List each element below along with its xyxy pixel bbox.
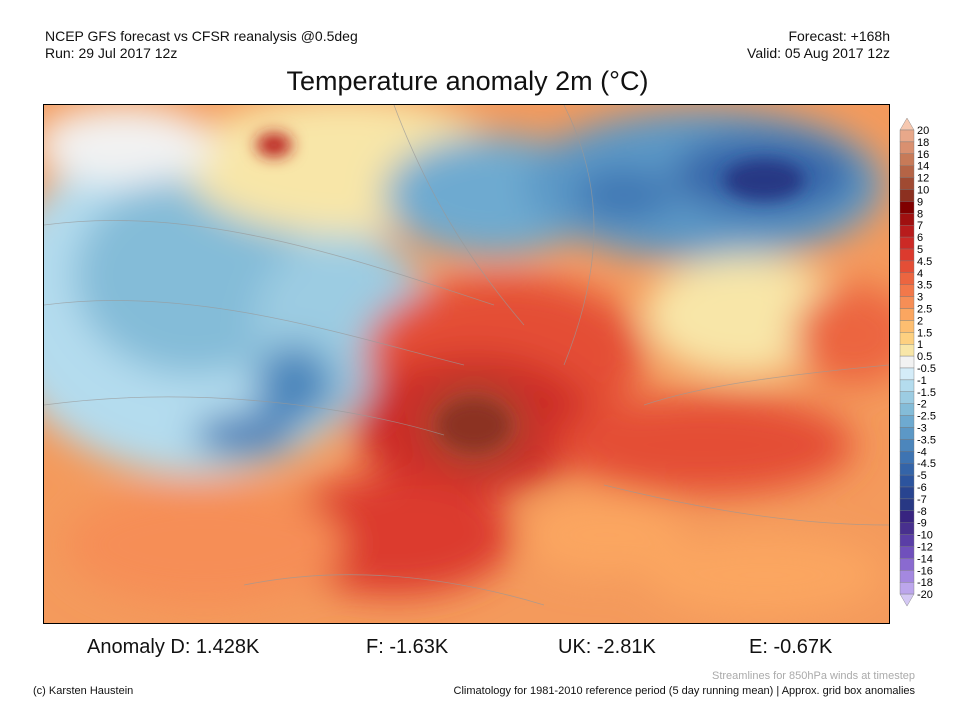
colorbar-tick-label: 4: [917, 268, 923, 280]
colorbar-segment: [899, 332, 915, 345]
colorbar-tick-label: 9: [917, 196, 923, 208]
colorbar-tick-label: -9: [917, 518, 927, 530]
colorbar-tick-label: 2: [917, 315, 923, 327]
map-title: Temperature anomaly 2m (°C): [286, 66, 649, 96]
colorbar-segment: [899, 451, 915, 464]
colorbar-segment: [899, 379, 915, 392]
colorbar-tick-label: -2.5: [917, 411, 936, 423]
model-label: NCEP GFS forecast vs CFSR reanalysis @0.…: [45, 28, 358, 44]
temperature-anomaly-map: [43, 104, 890, 624]
colorbar-tick-label: -16: [917, 565, 933, 577]
colorbar-segment: [899, 403, 915, 416]
colorbar-segment: [899, 558, 915, 571]
colorbar-segment: [899, 236, 915, 250]
colorbar-tick-label: 12: [917, 173, 929, 185]
colorbar-tick-label: 4.5: [917, 256, 932, 268]
anomaly-germany: Anomaly D: 1.428K: [87, 636, 260, 658]
colorbar-segment: [899, 427, 915, 440]
colorbar-segment: [899, 439, 915, 452]
colorbar-tick-label: 1.5: [917, 327, 932, 339]
colorbar-segment: [899, 296, 915, 309]
colorbar-segment: [899, 224, 915, 238]
colorbar-tick-label: -1: [917, 375, 927, 387]
forecast-label: Forecast: +168h: [788, 28, 890, 44]
colorbar-tick-label: -5: [917, 470, 927, 482]
colorbar-segment: [899, 498, 915, 511]
colorbar-tick-label: 20: [917, 125, 929, 137]
colorbar-tick-label: 6: [917, 232, 923, 244]
colorbar-segment: [899, 248, 915, 262]
colorbar-segment: [899, 522, 915, 535]
colorbar-tick-label: -2: [917, 399, 927, 411]
colorbar-tick-label: -20: [917, 589, 933, 601]
colorbar-tick-label: 10: [917, 185, 929, 197]
colorbar-tick-label: 3.5: [917, 280, 932, 292]
streamlines-note: Streamlines for 850hPa winds at timestep: [712, 670, 915, 682]
colorbar-tick-label: -3: [917, 423, 927, 435]
climatology-note: Climatology for 1981-2010 reference peri…: [453, 685, 915, 697]
colorbar-tick-label: 7: [917, 220, 923, 232]
colorbar-segment: [899, 391, 915, 404]
credit: (c) Karsten Haustein: [33, 685, 134, 697]
anomaly-field: [44, 105, 889, 623]
colorbar-tick-label: -3.5: [917, 434, 936, 446]
colorbar-segment: [899, 260, 915, 273]
colorbar-segment: [899, 320, 915, 333]
colorbar-tick-label: -8: [917, 506, 927, 518]
colorbar-tick-label: -7: [917, 494, 927, 506]
colorbar-segment: [899, 570, 915, 583]
colorbar-segment: [899, 308, 915, 321]
colorbar-tick-label: 1: [917, 339, 923, 351]
valid-label: Valid: 05 Aug 2017 12z: [747, 45, 890, 61]
colorbar-tick-label: -0.5: [917, 363, 936, 375]
colorbar-tick-label: -1.5: [917, 387, 936, 399]
colorbar-tick-label: -14: [917, 553, 933, 565]
colorbar-tick-label: 5: [917, 244, 923, 256]
run-label: Run: 29 Jul 2017 12z: [45, 45, 178, 61]
colorbar-tick-label: 8: [917, 208, 923, 220]
colorbar-tick-label: 2.5: [917, 304, 932, 316]
colorbar-segment: [899, 201, 915, 214]
colorbar-tick-label: 16: [917, 149, 929, 161]
colorbar-segment: [899, 463, 915, 476]
colorbar-segment: [899, 546, 915, 559]
colorbar-max-arrow: [899, 117, 915, 131]
colorbar-min-arrow: [899, 593, 915, 607]
colorbar-segment: [899, 415, 915, 428]
colorbar-segment: [899, 343, 915, 357]
colorbar-segment: [899, 582, 915, 595]
colorbar-tick-label: -18: [917, 577, 933, 589]
colorbar-tick-label: -12: [917, 542, 933, 554]
colorbar-segment: [899, 534, 915, 547]
colorbar-tick-label: -4: [917, 446, 927, 458]
colorbar-segment: [899, 165, 915, 178]
colorbar-segment: [899, 367, 915, 381]
colorbar-tick-label: 18: [917, 137, 929, 149]
colorbar-segment: [899, 129, 915, 143]
colorbar-tick-label: -10: [917, 530, 933, 542]
colorbar-segment: [899, 153, 915, 166]
colorbar-tick-label: 3: [917, 292, 923, 304]
colorbar-segment: [899, 213, 915, 226]
colorbar-segment: [899, 272, 915, 285]
colorbar-segment: [899, 355, 915, 369]
colorbar-segment: [899, 141, 915, 154]
colorbar-tick-label: 14: [917, 161, 929, 173]
colorbar-tick-label: -4.5: [917, 458, 936, 470]
colorbar-segment: [899, 510, 915, 523]
colorbar-segment: [899, 189, 915, 202]
anomaly-europe: E: -0.67K: [749, 636, 833, 658]
colorbar-segment: [899, 486, 915, 500]
anomaly-france: F: -1.63K: [366, 636, 449, 658]
colorbar-segment: [899, 177, 915, 190]
colorbar-segment: [899, 474, 915, 488]
colorbar: 201816141210987654.543.532.521.510.5-0.5…: [899, 117, 936, 607]
colorbar-tick-label: -6: [917, 482, 927, 494]
colorbar-tick-label: 0.5: [917, 351, 932, 363]
colorbar-segment: [899, 284, 915, 297]
anomaly-uk: UK: -2.81K: [558, 636, 656, 658]
